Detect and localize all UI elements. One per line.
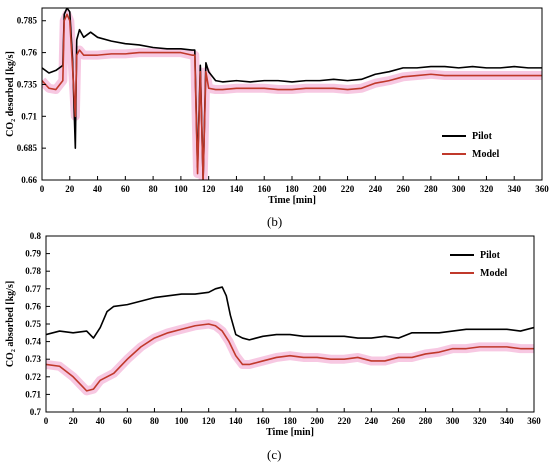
y-tick-label-0-1: 0.685 [17, 143, 38, 153]
y-tick-label-1-1: 0.71 [25, 389, 41, 399]
x-tick-label-1-9: 180 [283, 416, 297, 426]
x-tick-label-0-2: 40 [93, 184, 103, 194]
x-tick-label-1-3: 60 [123, 416, 133, 426]
x-tick-label-0-15: 300 [452, 184, 466, 194]
series-line-model-0 [42, 13, 542, 180]
x-tick-label-1-11: 220 [337, 416, 351, 426]
x-tick-label-0-14: 280 [424, 184, 438, 194]
y-tick-label-1-6: 0.76 [25, 301, 41, 311]
x-tick-label-1-4: 80 [150, 416, 160, 426]
legend-label-pilot-0: Pilot [472, 131, 493, 142]
plot-frame-1 [45, 235, 535, 413]
y-tick-label-1-9: 0.79 [25, 249, 41, 259]
y-tick-label-1-4: 0.74 [25, 337, 41, 347]
y-axis-label-0: CO₂ desorbed [kg/s] [5, 51, 16, 137]
x-tick-label-0-5: 100 [174, 184, 188, 194]
x-tick-label-0-17: 340 [507, 184, 521, 194]
legend-label-model-0: Model [472, 149, 499, 160]
x-tick-label-1-12: 240 [365, 416, 379, 426]
x-tick-label-1-1: 20 [69, 416, 79, 426]
y-tick-label-1-8: 0.78 [25, 266, 41, 276]
y-tick-label-1-0: 0.7 [30, 407, 42, 417]
x-tick-label-1-6: 120 [202, 416, 216, 426]
y-tick-label-0-0: 0.66 [21, 175, 37, 185]
panel-label-c: (c) [267, 447, 282, 462]
x-tick-label-1-7: 140 [229, 416, 243, 426]
x-tick-label-1-14: 280 [419, 416, 433, 426]
x-tick-label-0-11: 220 [341, 184, 355, 194]
x-tick-label-1-10: 200 [310, 416, 324, 426]
series-line-model-1 [46, 323, 534, 392]
x-tick-label-0-16: 320 [480, 184, 494, 194]
y-tick-label-0-2: 0.71 [21, 111, 37, 121]
x-tick-label-0-0: 0 [40, 184, 45, 194]
x-tick-label-1-18: 360 [527, 416, 541, 426]
x-tick-label-0-10: 200 [313, 184, 327, 194]
chart-1: 0 20 40 60 80 100 120 140 160 180 200 220 240 260 280 3… [5, 231, 541, 438]
x-tick-label-0-9: 180 [285, 184, 299, 194]
x-tick-label-0-8: 160 [257, 184, 271, 194]
x-tick-label-1-17: 340 [500, 416, 514, 426]
x-tick-label-1-2: 40 [96, 416, 106, 426]
x-axis-label-0: Time [min] [268, 195, 316, 206]
x-tick-label-0-12: 240 [369, 184, 383, 194]
y-axis-label-1: CO₂ absorbed [kg/s] [5, 281, 16, 367]
x-tick-label-0-7: 140 [230, 184, 244, 194]
panel-label-b: (b) [267, 214, 283, 229]
model-band-0 [42, 9, 542, 180]
x-tick-label-0-13: 260 [396, 184, 410, 194]
x-tick-label-1-5: 100 [175, 416, 189, 426]
y-tick-label-0-4: 0.76 [21, 48, 37, 58]
y-tick-label-0-5: 0.785 [17, 16, 38, 26]
x-tick-label-1-8: 160 [256, 416, 270, 426]
x-tick-label-0-6: 120 [202, 184, 216, 194]
x-tick-label-1-13: 260 [392, 416, 406, 426]
y-tick-label-0-3: 0.735 [17, 79, 38, 89]
y-tick-label-1-3: 0.73 [25, 354, 41, 364]
x-tick-label-0-3: 60 [121, 184, 131, 194]
x-tick-label-1-16: 320 [473, 416, 487, 426]
legend-label-pilot-1: Pilot [480, 250, 501, 261]
x-tick-label-0-4: 80 [149, 184, 159, 194]
y-tick-label-1-7: 0.77 [25, 284, 41, 294]
y-tick-label-1-5: 0.75 [25, 319, 41, 329]
x-axis-label-1: Time [min] [266, 427, 314, 438]
x-tick-label-1-15: 300 [446, 416, 460, 426]
legend-label-model-1: Model [480, 268, 507, 279]
series-line-pilot-1 [46, 286, 534, 341]
y-tick-label-1-10: 0.8 [30, 231, 42, 241]
x-tick-label-1-0: 0 [44, 416, 49, 426]
x-tick-label-0-18: 360 [535, 184, 549, 194]
y-tick-label-1-2: 0.72 [25, 372, 41, 382]
x-tick-label-0-1: 20 [65, 184, 75, 194]
chart-0: 0 20 40 60 80 100 120 140 160 180 200 220 240 260 280 3… [5, 7, 549, 206]
